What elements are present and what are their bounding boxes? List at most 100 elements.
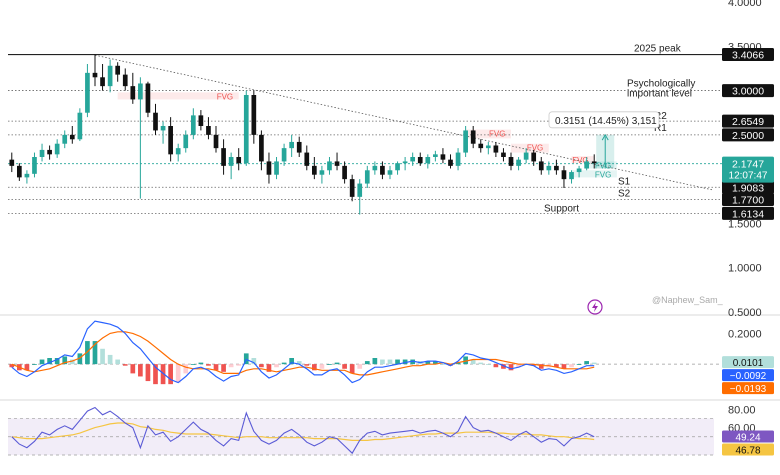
- macd-histogram-bar: [433, 361, 438, 365]
- level-badge: [722, 84, 774, 98]
- candle-body: [32, 157, 37, 174]
- candle-body: [395, 163, 400, 171]
- macd-histogram-bar: [470, 359, 476, 365]
- macd-histogram-bar: [380, 359, 385, 365]
- macd-histogram-bar: [334, 362, 340, 365]
- macd-histogram-bar: [304, 364, 310, 366]
- macd-histogram-bar: [501, 364, 506, 369]
- candle-body: [410, 157, 416, 162]
- level-annotation: Support: [544, 203, 579, 214]
- candle-body: [554, 165, 559, 171]
- level-badge: [722, 206, 774, 220]
- fvg-zone: [117, 92, 239, 100]
- macd-histogram-bar: [130, 364, 136, 374]
- macd-histogram-bar: [54, 358, 60, 365]
- macd-histogram-bar: [100, 348, 105, 365]
- macd-line-badge: [722, 369, 774, 382]
- candle-body: [538, 161, 544, 171]
- macd-histogram-bar: [213, 364, 219, 371]
- measure-arrowhead: [601, 133, 609, 141]
- candle-body: [319, 170, 325, 175]
- level-badge: [722, 128, 774, 142]
- candle-body: [198, 115, 204, 126]
- candle-body: [478, 143, 484, 149]
- price-tick-label: 1.0000: [728, 263, 762, 275]
- candle-body: [100, 77, 105, 87]
- macd-histogram-bar: [138, 364, 143, 377]
- macd-histogram-bar: [39, 359, 45, 365]
- macd-signal-badge: [722, 382, 774, 395]
- candle-body: [39, 149, 45, 157]
- macd-histogram-bar: [364, 361, 370, 365]
- candle-body: [516, 159, 521, 166]
- macd-histogram-bar: [319, 364, 325, 369]
- measure-label: 0.3151 (14.45%) 3,151: [555, 116, 657, 127]
- candle-body: [236, 157, 242, 164]
- candle-body: [190, 115, 196, 135]
- level-badge: [722, 114, 774, 128]
- candle-body: [380, 165, 385, 175]
- macd-histogram-bar: [259, 364, 264, 368]
- macd-histogram-bar: [228, 364, 234, 368]
- macd-histogram-bar: [395, 359, 400, 365]
- macd-histogram-bar: [122, 364, 128, 366]
- candle-body: [54, 143, 60, 155]
- rsi-value-badge: [722, 430, 774, 443]
- candle-body: [312, 165, 317, 175]
- macd-histogram-bar: [145, 364, 151, 382]
- measure-label-box: [548, 111, 660, 129]
- macd-histogram-bar: [569, 364, 574, 368]
- macd-histogram-bar: [62, 356, 68, 365]
- candle-body: [387, 170, 393, 175]
- descending-trendline: [94, 54, 713, 191]
- macd-histogram-bar: [107, 354, 113, 365]
- level-annotation: 2025 peak: [634, 44, 682, 55]
- macd-histogram-bar: [266, 364, 272, 372]
- candle-body: [183, 134, 189, 149]
- candle-body: [561, 170, 567, 180]
- rsi-line: [11, 406, 595, 455]
- macd-histogram-bar: [591, 362, 597, 365]
- lightning-glyph: [592, 302, 598, 312]
- level-badge-value: 3.4066: [732, 50, 764, 62]
- rsi-value: 49.24: [735, 432, 760, 443]
- lightning-icon: [587, 299, 603, 315]
- candle-body: [160, 126, 166, 131]
- current-price-value: 2.1747: [732, 159, 764, 171]
- macd-histogram-bar: [243, 353, 249, 365]
- macd-histogram-bar: [312, 364, 317, 371]
- candle-body: [546, 165, 552, 171]
- macd-histogram-bar: [289, 358, 294, 365]
- rsi-ma-badge: [722, 443, 774, 456]
- candle-body: [327, 161, 332, 171]
- macd-histogram-bar: [69, 359, 75, 365]
- macd-histogram-bar: [175, 364, 181, 383]
- fvg-label: FVG: [489, 130, 505, 139]
- level-badge: [722, 193, 774, 207]
- macd-histogram-bar: [47, 358, 52, 365]
- price-tick-label: 0.5000: [728, 307, 762, 319]
- macd-histogram-bar: [32, 364, 37, 365]
- candle-body: [425, 157, 431, 164]
- macd-histogram-bar: [576, 364, 582, 365]
- macd-histogram-bar: [327, 364, 332, 365]
- macd-histogram-bar: [425, 361, 431, 365]
- candle-body: [122, 74, 128, 87]
- level-annotation: R1: [654, 123, 667, 134]
- price-pane: 4.00003.50001.50001.00000.5000FVGFVGFVGF…: [0, 0, 780, 401]
- macd-histogram-bar: [168, 364, 173, 385]
- macd-histogram-bar: [554, 364, 559, 368]
- macd-pane: 0.2000 0.0101 −0.0092 −0.0193: [8, 320, 774, 395]
- fvg-label: FVG: [595, 170, 611, 179]
- fvg-zone: [465, 129, 512, 139]
- candle-body: [357, 183, 363, 197]
- candle-body: [448, 159, 453, 166]
- macd-histogram-bar: [372, 358, 378, 365]
- candle-body: [107, 65, 113, 87]
- candle-body: [485, 145, 491, 149]
- macd-histogram-bar: [478, 362, 484, 365]
- candle-body: [266, 161, 272, 175]
- candle-body: [349, 179, 355, 197]
